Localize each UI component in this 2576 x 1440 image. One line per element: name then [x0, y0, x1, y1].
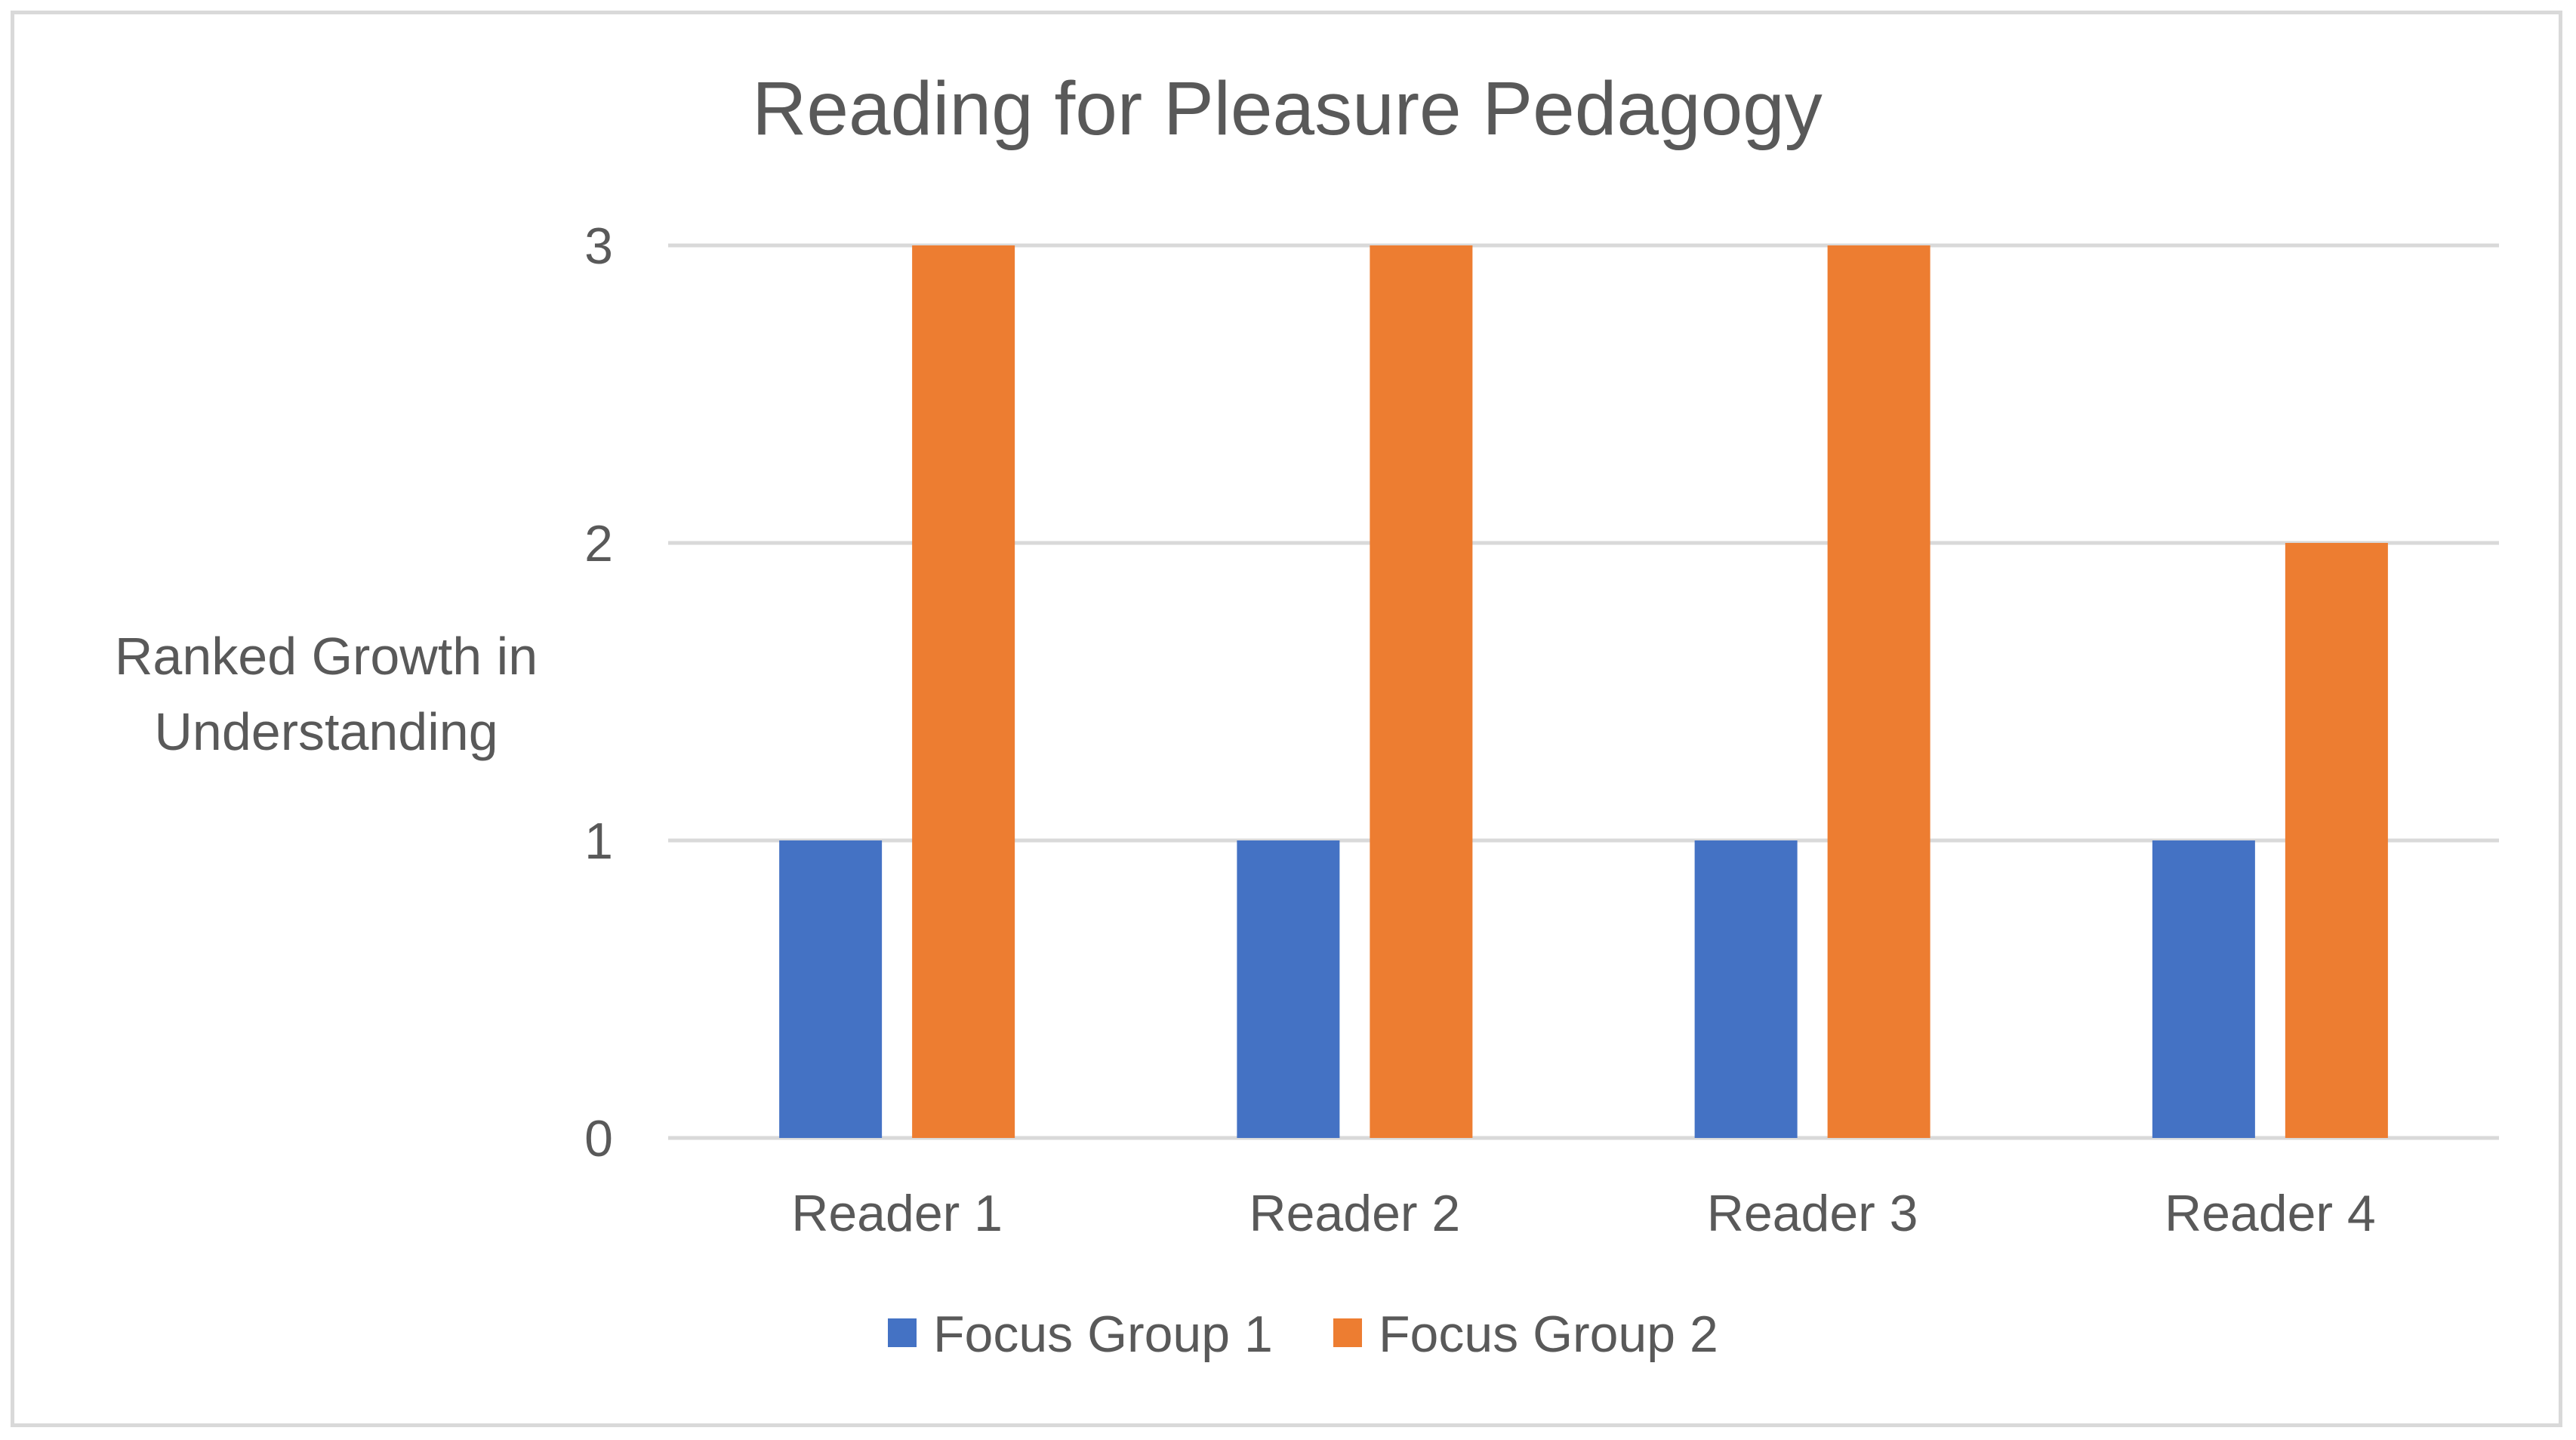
- y-axis-label-line-1: Ranked Growth in: [115, 627, 538, 686]
- bar-series-1-cat-1: [779, 840, 883, 1138]
- bar-series-2-cat-2: [1370, 245, 1473, 1138]
- y-tick-label-2: 2: [584, 515, 613, 572]
- y-tick-label-1: 1: [584, 813, 613, 870]
- x-tick-label-2: Reader 2: [1249, 1185, 1461, 1242]
- bar-series-1-cat-4: [2152, 840, 2255, 1138]
- legend-swatch-1: [888, 1318, 917, 1347]
- chart-title: Reading for Pleasure Pedagogy: [752, 66, 1823, 151]
- legend-label-1: Focus Group 1: [933, 1306, 1273, 1363]
- bar-series-2-cat-1: [912, 245, 1015, 1138]
- legend-label-2: Focus Group 2: [1379, 1306, 1718, 1363]
- y-axis-label-line-2: Understanding: [154, 702, 498, 761]
- y-tick-label-0: 0: [584, 1110, 613, 1167]
- x-tick-label-4: Reader 4: [2165, 1185, 2376, 1242]
- y-tick-label-3: 3: [584, 217, 613, 275]
- bar-series-2-cat-4: [2285, 543, 2388, 1138]
- bar-series-1-cat-3: [1694, 840, 1798, 1138]
- bar-series-2-cat-3: [1827, 245, 1930, 1138]
- bar-series-1-cat-2: [1237, 840, 1340, 1138]
- y-tick-labels: 0 1 2 3: [584, 217, 613, 1167]
- bars: [779, 245, 2388, 1138]
- y-axis-label: Ranked Growth in Understanding: [115, 627, 538, 761]
- x-tick-label-1: Reader 1: [791, 1185, 1003, 1242]
- legend-swatch-2: [1333, 1318, 1362, 1347]
- legend: Focus Group 1 Focus Group 2: [888, 1306, 1718, 1363]
- x-tick-label-3: Reader 3: [1707, 1185, 1918, 1242]
- x-tick-labels: Reader 1 Reader 2 Reader 3 Reader 4: [791, 1185, 2376, 1242]
